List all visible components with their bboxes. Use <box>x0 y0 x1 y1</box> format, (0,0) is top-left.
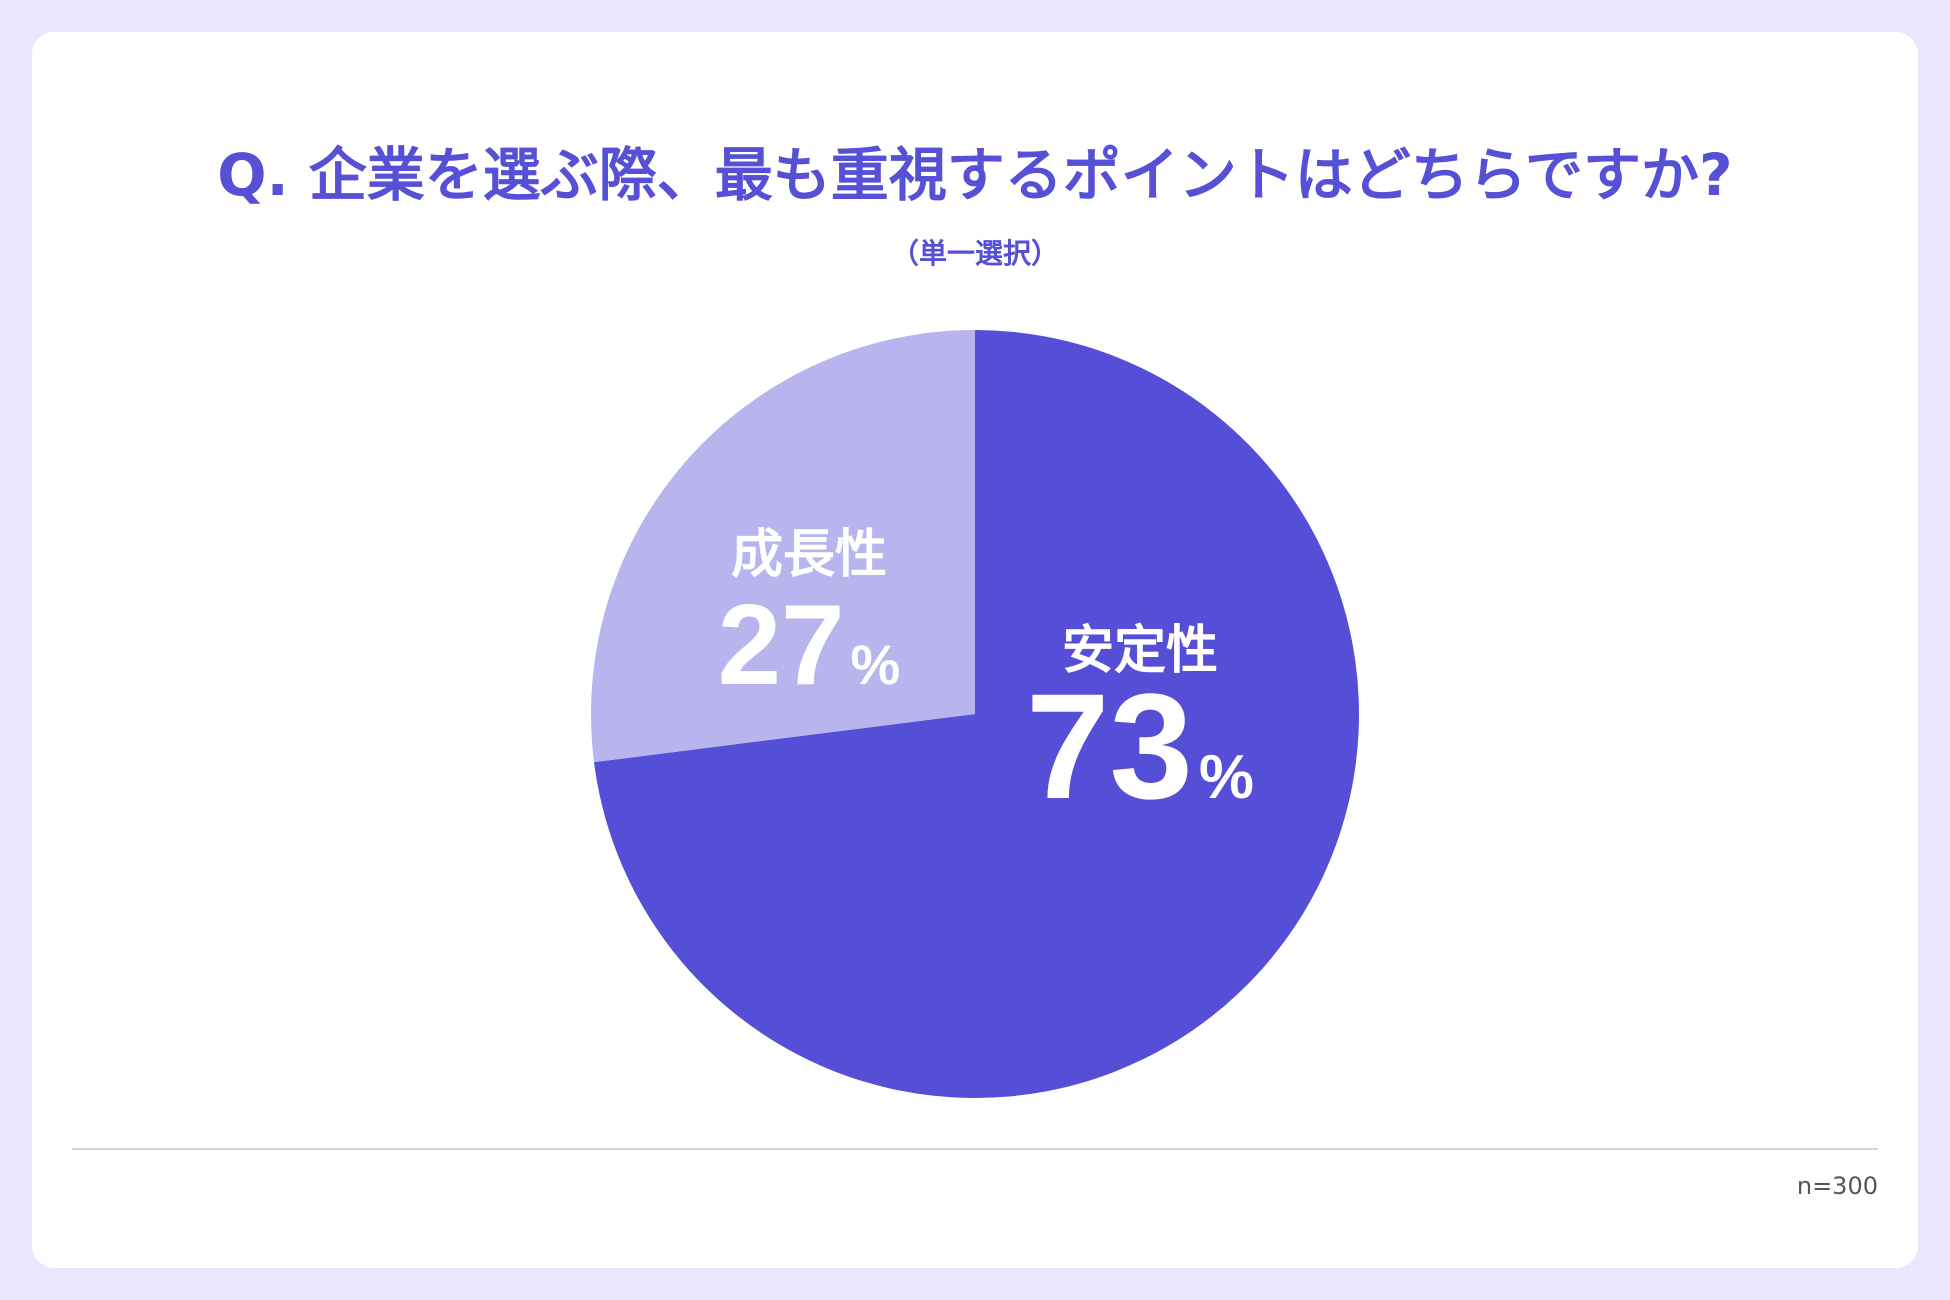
pie-slice-0 <box>594 330 1360 1098</box>
pie-slice-1 <box>591 330 975 763</box>
divider <box>72 1148 1878 1150</box>
slice-value-1: 27% <box>718 582 901 709</box>
slice-value-0: 73% <box>1026 662 1254 830</box>
slice-label-1: 成長性 <box>731 525 887 585</box>
slice-label-0: 安定性 <box>1062 621 1218 681</box>
chart-title: Q. 企業を選ぶ際、最も重視するポイントはどちらですか? <box>217 141 1733 209</box>
chart-subtitle: （単一選択） <box>890 237 1059 270</box>
sample-size-note: n=300 <box>1796 1172 1878 1200</box>
